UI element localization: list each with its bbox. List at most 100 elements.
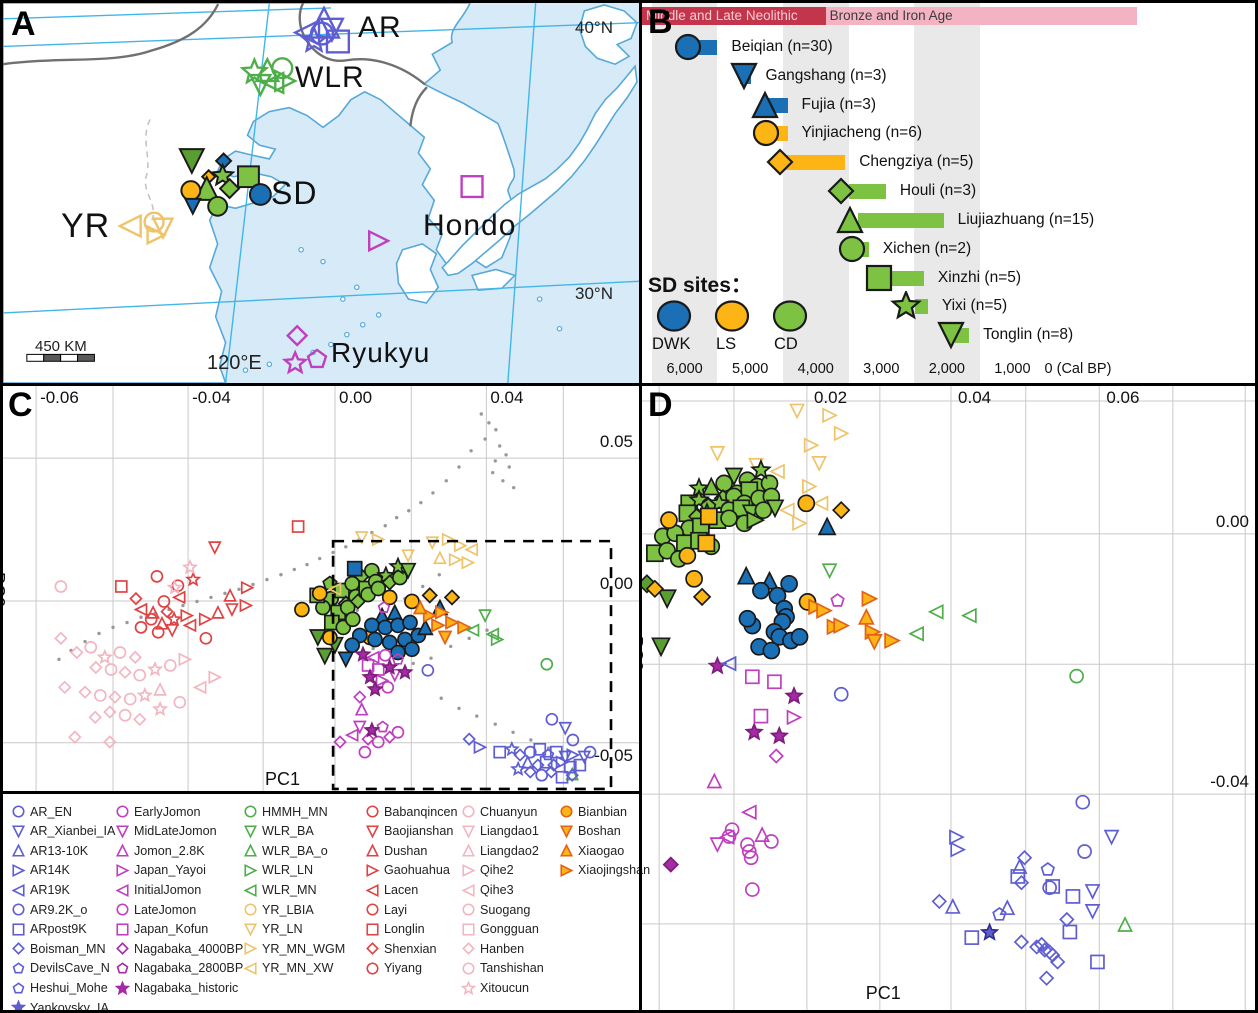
- scatter-point-DWK-filled-blue: [817, 516, 837, 536]
- scatter-point-coastal-sites-pink: [84, 640, 98, 654]
- legend-marker-tl: [243, 883, 257, 897]
- scatter-point-jomon-magenta-open: [387, 668, 402, 683]
- map-hokkaido: [578, 4, 638, 66]
- legend-label: HMMH_MN: [262, 804, 328, 819]
- panel-letter-C: C: [8, 386, 33, 424]
- legend-marker-icon: [115, 825, 130, 839]
- legend-item-japan_kofun: Japan_Kofun: [115, 920, 208, 940]
- scatter-point-YR-open-yellow: [401, 549, 416, 564]
- scatter-point-YR-open-yellow: [448, 552, 463, 567]
- scatter-point-shandong-orange-filled: [808, 598, 825, 616]
- AR-region-markers: [319, 17, 345, 44]
- scatter-point-DWK-filled-blue: [344, 637, 361, 654]
- scatter-point-jomon-magenta-open: [376, 720, 389, 733]
- timeline-label: Tonglin (n=8): [983, 326, 1074, 343]
- legend-marker-icon: [462, 805, 475, 818]
- scatter-point-coastal-sites-pink: [163, 659, 177, 672]
- scatter-point-CD-dark-green: [642, 574, 657, 594]
- scatter-point-background-individuals: [429, 656, 433, 660]
- timeline-tick: 3,000: [863, 361, 900, 377]
- scatter-point-YR-open-yellow: [778, 502, 795, 519]
- scatter-point-CD-filled-green: [688, 488, 710, 510]
- legend-item-boshan: Boshan: [559, 822, 621, 842]
- legend-marker-tl: [365, 883, 379, 897]
- scatter-point-amur-violet-open: [541, 748, 555, 761]
- scatter-point-background-individuals: [371, 646, 375, 651]
- scatter-point-south-china-sites-red: [291, 520, 305, 533]
- scatter-point-background-individuals: [265, 577, 269, 582]
- scatter-point-jomon-magenta-open: [743, 850, 759, 866]
- scatter-point-background-individuals: [485, 628, 489, 632]
- scatter-point-YR-open-yellow: [709, 446, 726, 462]
- scatter-point-jomon-magenta-open: [375, 673, 390, 688]
- legend-label: Hanben: [480, 941, 525, 956]
- scatter-point-amur-violet-open: [1033, 936, 1050, 953]
- scatter-point-WLR-open-green: [565, 766, 580, 781]
- scatter-point-jomon-magenta-open: [391, 652, 405, 665]
- legend-marker-td: [559, 825, 574, 839]
- legend-marker-td: [461, 825, 476, 839]
- legend-label: ARpost9K: [30, 922, 87, 937]
- scatter-point-LS-filled-yellow: [404, 593, 420, 610]
- scatter-point-DWK-filled-blue: [346, 560, 363, 577]
- legend-marker-icon: [12, 903, 25, 916]
- scatter-point-background-individuals: [237, 587, 241, 592]
- scatter-point-amur-violet-open: [992, 906, 1007, 921]
- timeline-marker-shape: [890, 289, 923, 320]
- legend-item-yiyang: Yiyang: [365, 959, 422, 979]
- AR-region-markers: [292, 18, 321, 47]
- scatter-point-south-china-sites-red: [150, 570, 164, 583]
- sd-site-swatch-ls: [712, 299, 752, 340]
- legend-label: Bianbian: [578, 804, 628, 819]
- scatter-point-WLR-open-green: [1069, 668, 1084, 684]
- scatter-point-jomon-magenta-open: [381, 680, 395, 694]
- scatter-point-background-individuals: [139, 615, 143, 619]
- scatter-point-jomon-magenta-open: [786, 709, 803, 726]
- scatter-point-amur-violet-open: [462, 732, 476, 746]
- legend-marker-tl: [461, 883, 475, 897]
- legend-item-latejomon: LateJomon: [115, 900, 196, 920]
- legend-marker-tu: [11, 843, 26, 858]
- scatter-point-nagabaka-filled-stars: [396, 663, 414, 680]
- legend-marker-pn: [116, 962, 129, 974]
- scalebar-segment: [60, 353, 79, 362]
- scatter-point-WLR-open-green: [908, 625, 924, 642]
- scatter-point-background-individuals: [475, 714, 479, 718]
- legend-item-liangdao2: Liangdao2: [461, 841, 539, 861]
- scatter-point-nagabaka-filled: [784, 685, 804, 705]
- scatter-point-amur-violet-open: [720, 655, 737, 672]
- legend-label: Xiaojingshan: [578, 863, 651, 878]
- graticule-120E: [224, 3, 271, 383]
- scatter-point-DWK-filled-blue: [736, 565, 756, 585]
- legend-label: Babanqincen: [384, 804, 458, 819]
- scatter-point-south-china-sites-red: [211, 604, 225, 619]
- legend-marker-pn: [12, 982, 25, 994]
- timeline-tick: 4,000: [797, 361, 834, 377]
- legend-item-hmmh_mn: HMMH_MN: [243, 802, 328, 822]
- scatter-point-coastal-sites-pink: [181, 558, 199, 575]
- legend-marker-icon: [559, 843, 574, 858]
- WLR-region-markers: [260, 71, 285, 95]
- legend-label: Yiyang: [384, 961, 423, 976]
- legend-marker-tl: [243, 962, 257, 976]
- sd-site-swatch-dwk: [654, 299, 694, 340]
- legend-marker-icon: [559, 825, 574, 839]
- legend-marker-d: [116, 942, 129, 956]
- legend-marker-tr: [462, 864, 476, 878]
- scatter-point-coastal-sites-pink: [178, 652, 193, 667]
- scatter-point-LS-filled-yellow: [645, 579, 665, 599]
- scatter-point-jomon-magenta-open: [741, 844, 757, 859]
- legend-item-tanshishan: Tanshishan: [461, 959, 544, 979]
- Ryukyu-markers: [281, 349, 309, 375]
- legend-item-ar19k: AR19K: [11, 880, 70, 900]
- legend-label: Shenxian: [384, 941, 437, 956]
- scatter-point-amur-violet-open: [1038, 970, 1055, 986]
- scatter-point-amur-violet-open: [547, 758, 561, 772]
- scatter-point-amur-violet-open: [833, 686, 849, 702]
- legend-marker-st: [461, 980, 476, 995]
- scatter-point-WLR-open-green: [960, 607, 977, 624]
- timeline-label: Fujia (n=3): [801, 96, 877, 113]
- scatter-point-amur-violet-open: [565, 768, 579, 782]
- legend-marker-c: [560, 805, 573, 818]
